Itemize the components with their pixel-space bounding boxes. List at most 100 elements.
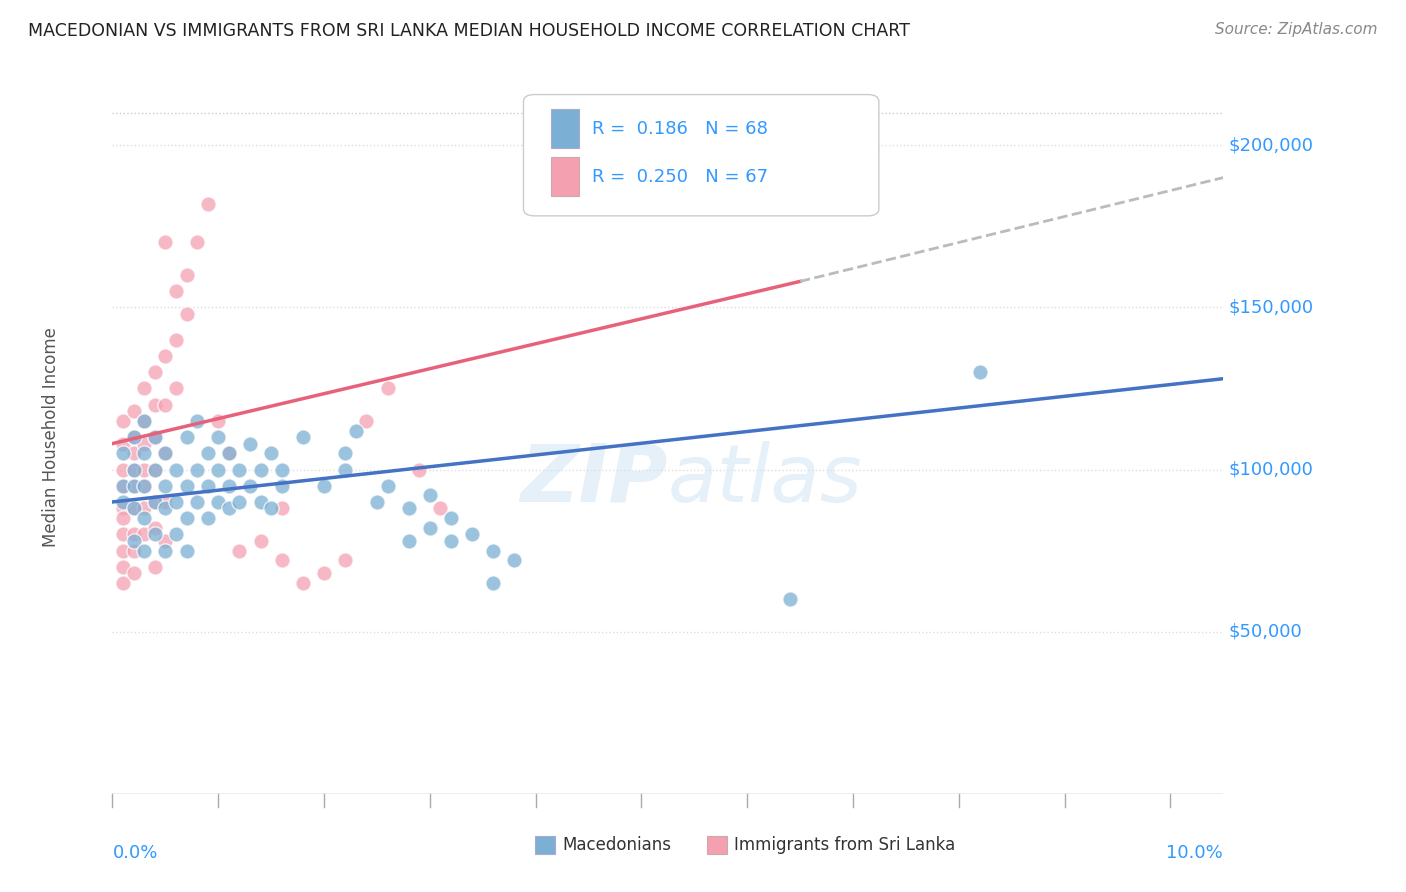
Point	[419, 521, 441, 535]
Point	[249, 533, 271, 548]
Point	[155, 543, 177, 558]
Point	[143, 462, 166, 476]
Text: MACEDONIAN VS IMMIGRANTS FROM SRI LANKA MEDIAN HOUSEHOLD INCOME CORRELATION CHAR: MACEDONIAN VS IMMIGRANTS FROM SRI LANKA …	[28, 22, 910, 40]
Point	[134, 543, 156, 558]
Point	[207, 495, 229, 509]
Point	[122, 446, 145, 460]
Point	[461, 527, 484, 541]
Point	[779, 592, 801, 607]
Point	[112, 543, 135, 558]
Point	[112, 527, 135, 541]
Text: R =  0.186   N = 68: R = 0.186 N = 68	[592, 120, 768, 137]
Point	[440, 533, 463, 548]
Text: 0.0%: 0.0%	[112, 844, 157, 862]
Point	[112, 479, 135, 493]
Point	[249, 495, 271, 509]
Point	[143, 495, 166, 509]
FancyBboxPatch shape	[551, 157, 579, 196]
Point	[377, 381, 399, 395]
Point	[134, 462, 156, 476]
Point	[165, 495, 187, 509]
Point	[239, 436, 262, 450]
Point	[134, 527, 156, 541]
Point	[143, 430, 166, 444]
Point	[228, 462, 250, 476]
Point	[176, 543, 198, 558]
Text: R =  0.250   N = 67: R = 0.250 N = 67	[592, 168, 769, 186]
Point	[165, 381, 187, 395]
Point	[112, 501, 135, 516]
Point	[197, 511, 219, 525]
Text: Macedonians: Macedonians	[562, 837, 671, 855]
Text: 10.0%: 10.0%	[1167, 844, 1223, 862]
Point	[165, 462, 187, 476]
Point	[408, 462, 430, 476]
Point	[134, 446, 156, 460]
Text: $150,000: $150,000	[1229, 298, 1313, 317]
Point	[134, 479, 156, 493]
Point	[122, 527, 145, 541]
Point	[503, 553, 526, 567]
Point	[134, 501, 156, 516]
Point	[122, 543, 145, 558]
Point	[122, 533, 145, 548]
Point	[377, 479, 399, 493]
Point	[197, 479, 219, 493]
Point	[228, 495, 250, 509]
Point	[155, 495, 177, 509]
Point	[207, 414, 229, 428]
Point	[122, 430, 145, 444]
Point	[134, 414, 156, 428]
Text: $50,000: $50,000	[1229, 623, 1302, 640]
Point	[155, 349, 177, 363]
Point	[122, 566, 145, 581]
Point	[122, 430, 145, 444]
Point	[155, 533, 177, 548]
Point	[270, 501, 292, 516]
Point	[419, 488, 441, 502]
Point	[398, 533, 420, 548]
Point	[176, 307, 198, 321]
Point	[112, 414, 135, 428]
Point	[122, 501, 145, 516]
Point	[112, 576, 135, 591]
Point	[186, 495, 208, 509]
Point	[143, 521, 166, 535]
Point	[122, 479, 145, 493]
Point	[122, 462, 145, 476]
Point	[155, 235, 177, 250]
Point	[197, 196, 219, 211]
Point	[176, 479, 198, 493]
Point	[143, 398, 166, 412]
Point	[155, 446, 177, 460]
Point	[335, 446, 357, 460]
Text: $100,000: $100,000	[1229, 460, 1313, 478]
Point	[122, 462, 145, 476]
Point	[335, 553, 357, 567]
FancyBboxPatch shape	[523, 95, 879, 216]
Text: $200,000: $200,000	[1229, 136, 1313, 154]
Point	[270, 479, 292, 493]
Point	[143, 527, 166, 541]
Point	[239, 479, 262, 493]
Point	[186, 462, 208, 476]
Point	[122, 479, 145, 493]
Point	[155, 446, 177, 460]
Point	[134, 381, 156, 395]
Point	[356, 414, 378, 428]
Point	[112, 511, 135, 525]
Point	[197, 446, 219, 460]
Point	[249, 462, 271, 476]
Text: atlas: atlas	[668, 441, 863, 519]
Point	[155, 398, 177, 412]
Point	[270, 553, 292, 567]
Point	[969, 365, 991, 379]
Point	[228, 543, 250, 558]
Point	[176, 430, 198, 444]
Point	[270, 462, 292, 476]
Point	[112, 446, 135, 460]
Point	[366, 495, 388, 509]
Point	[176, 268, 198, 282]
Point	[312, 479, 335, 493]
Point	[344, 424, 367, 438]
